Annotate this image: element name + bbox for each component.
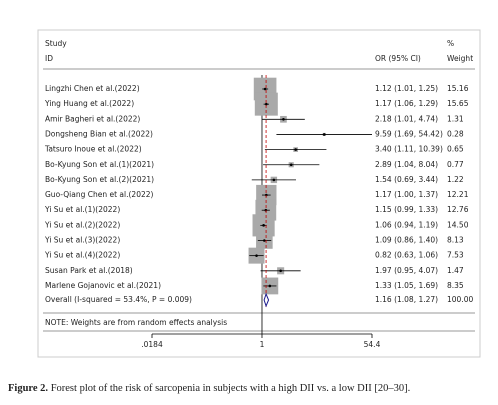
caption: Figure 2. Forest plot of the risk of sar…	[8, 383, 493, 394]
weight-label: 0.65	[447, 145, 464, 154]
x-tick-label: 1	[260, 340, 265, 349]
or-label: 2.18 (1.01, 4.74)	[375, 114, 438, 123]
weight-label: 15.16	[447, 84, 469, 93]
or-label: 1.54 (0.69, 3.44)	[375, 175, 438, 184]
or-label: 1.15 (0.99, 1.33)	[375, 205, 438, 214]
point	[282, 118, 285, 121]
study-name: Susan Park et al.(2018)	[45, 266, 133, 275]
point	[294, 148, 297, 151]
point	[289, 163, 293, 167]
study-name: Bo-Kyung Son et al.(2)(2021)	[45, 175, 154, 184]
weight-label: 0.28	[447, 129, 464, 138]
or-label: 1.33 (1.05, 1.69)	[375, 281, 438, 290]
or-label: 3.40 (1.11, 10.39)	[375, 145, 443, 154]
weight-label: 1.47	[447, 266, 464, 275]
study-name: Tatsuro Inoue et al.(2022)	[44, 145, 142, 154]
study-name: Amir Bagheri et al.(2022)	[45, 114, 140, 123]
weight-label: 1.31	[447, 114, 464, 123]
chart: Study ID OR (95% CI) % Weight NOTE: Weig…	[37, 29, 481, 358]
study-name: Ying Huang et al.(2022)	[44, 99, 134, 108]
overall-weight: 100.00	[447, 295, 473, 304]
header-weight: Weight	[447, 54, 473, 63]
overall-name: Overall (I-squared = 53.4%, P = 0.009)	[45, 295, 192, 304]
note: NOTE: Weights are from random effects an…	[45, 318, 227, 327]
point	[263, 87, 267, 91]
or-label: 1.09 (0.86, 1.40)	[375, 236, 438, 245]
weight-label: 12.21	[447, 190, 469, 199]
point	[262, 224, 265, 227]
study-name: Bo-Kyung Son et al.(1)(2021)	[45, 160, 154, 169]
weight-label: 0.77	[447, 160, 464, 169]
overall-diamond	[263, 292, 270, 308]
or-label: 1.17 (1.00, 1.37)	[375, 190, 438, 199]
weight-label: 7.53	[447, 251, 464, 260]
point	[322, 133, 326, 136]
weight-label: 8.13	[447, 236, 464, 245]
weight-label: 12.76	[447, 205, 469, 214]
study-name: Yi Su et al.(2)(2022)	[44, 220, 120, 229]
study-name: Marlene Gojanovic et al.(2021)	[45, 281, 161, 290]
x-tick-label: 54.4	[364, 340, 381, 349]
weight-label: 15.65	[447, 99, 469, 108]
study-name: Guo-Qiang Chen et al.(2022)	[45, 190, 154, 199]
weight-label: 8.35	[447, 281, 464, 290]
header-pct: %	[447, 39, 454, 48]
or-label: 1.97 (0.95, 4.07)	[375, 266, 438, 275]
x-tick-label: .0184	[141, 340, 163, 349]
point	[265, 102, 268, 106]
or-label: 2.89 (1.04, 8.04)	[375, 160, 438, 169]
caption-label: Figure 2.	[8, 383, 49, 394]
header-id: ID	[45, 54, 53, 63]
header-or: OR (95% CI)	[375, 54, 421, 63]
point	[268, 284, 272, 288]
study-name: Lingzhi Chen et al.(2022)	[45, 84, 140, 93]
overall-label: 1.16 (1.08, 1.27)	[375, 295, 438, 304]
study-name: Dongsheng Bian et al.(2022)	[45, 129, 153, 138]
or-label: 1.12 (1.01, 1.25)	[375, 84, 438, 93]
weight-label: 14.50	[447, 220, 469, 229]
header-study: Study	[45, 39, 67, 48]
study-name: Yi Su et al.(4)(2022)	[44, 251, 120, 260]
or-label: 0.82 (0.63, 1.06)	[375, 251, 438, 260]
caption-text: Forest plot of the risk of sarcopenia in…	[50, 383, 411, 394]
point	[255, 254, 258, 257]
or-label: 1.06 (0.94, 1.19)	[375, 220, 438, 229]
study-name: Yi Su et al.(1)(2022)	[44, 205, 120, 214]
point	[272, 178, 276, 182]
weight-label: 1.22	[447, 175, 464, 184]
or-label: 1.17 (1.06, 1.29)	[375, 99, 438, 108]
point	[263, 239, 266, 242]
point	[279, 269, 282, 273]
study-name: Yi Su et al.(3)(2022)	[44, 236, 120, 245]
or-label: 9.59 (1.69, 54.42)	[375, 129, 443, 138]
